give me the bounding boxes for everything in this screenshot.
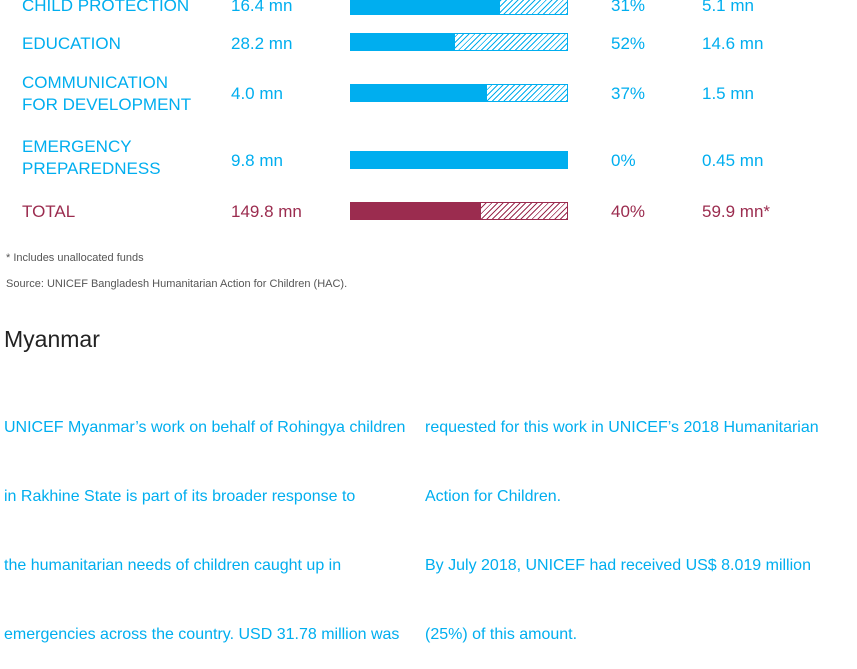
required-amount: 9.8 mn <box>231 151 283 170</box>
sector-label-line: FOR DEVELOPMENT <box>22 95 192 114</box>
sector-label: TOTAL <box>22 201 75 223</box>
paragraph-line: Action for Children. <box>425 488 562 505</box>
paragraph-column-2: requested for this work in UNICEF’s 2018… <box>425 370 819 669</box>
funded-fill <box>351 0 501 14</box>
funding-bar <box>350 33 568 51</box>
gap-percent: 37% <box>611 84 646 103</box>
sector-label-line: EDUCATION <box>22 34 121 53</box>
funding-bar <box>350 0 568 15</box>
sector-label-line: CHILD PROTECTION <box>22 0 190 15</box>
required-amount: 149.8 mn <box>231 202 302 221</box>
gap-amount: 5.1 mn <box>702 0 754 15</box>
funded-fill <box>351 85 488 101</box>
paragraph-line: the humanitarian needs of children caugh… <box>4 557 342 574</box>
funding-bar <box>350 151 568 169</box>
gap-amount: 1.5 mn <box>702 84 754 103</box>
paragraph-line: By July 2018, UNICEF had received US$ 8.… <box>425 557 811 574</box>
paragraph-line: UNICEF Myanmar’s work on behalf of Rohin… <box>4 419 406 436</box>
sector-label-line: PREPAREDNESS <box>22 159 161 178</box>
sector-label-line: TOTAL <box>22 202 76 221</box>
funded-fill <box>351 34 455 50</box>
source-note: Source: UNICEF Bangladesh Humanitarian A… <box>6 278 348 290</box>
funding-bar <box>350 202 568 220</box>
gap-percent: 31% <box>611 0 646 15</box>
gap-amount: 0.45 mn <box>702 151 764 170</box>
gap-percent: 40% <box>611 202 646 221</box>
gap-amount: 59.9 mn* <box>702 202 771 221</box>
section-heading: Myanmar <box>4 326 100 352</box>
required-amount: 4.0 mn <box>231 84 283 103</box>
sector-label-line: EMERGENCY <box>22 137 132 156</box>
gap-amount: 14.6 mn <box>702 34 764 53</box>
required-amount: 16.4 mn <box>231 0 293 15</box>
sector-label: EDUCATION <box>22 33 121 55</box>
funding-bar <box>350 84 568 102</box>
funded-fill <box>351 152 567 168</box>
paragraph-line: emergencies across the country. USD 31.7… <box>4 626 400 643</box>
sector-label: CHILD PROTECTION <box>22 0 189 17</box>
required-amount: 28.2 mn <box>231 34 293 53</box>
sector-label-line: COMMUNICATION <box>22 73 169 92</box>
footnote: * Includes unallocated funds <box>6 252 144 264</box>
paragraph-line: in Rakhine State is part of its broader … <box>4 488 356 505</box>
paragraph-line: (25%) of this amount. <box>425 626 578 643</box>
paragraph-line: requested for this work in UNICEF’s 2018… <box>425 419 819 436</box>
sector-label: COMMUNICATION FOR DEVELOPMENT <box>22 72 191 116</box>
paragraph-column-1: UNICEF Myanmar’s work on behalf of Rohin… <box>4 370 405 669</box>
gap-percent: 0% <box>611 151 636 170</box>
gap-percent: 52% <box>611 34 646 53</box>
funded-fill <box>351 203 481 219</box>
sector-label: EMERGENCY PREPAREDNESS <box>22 136 161 180</box>
